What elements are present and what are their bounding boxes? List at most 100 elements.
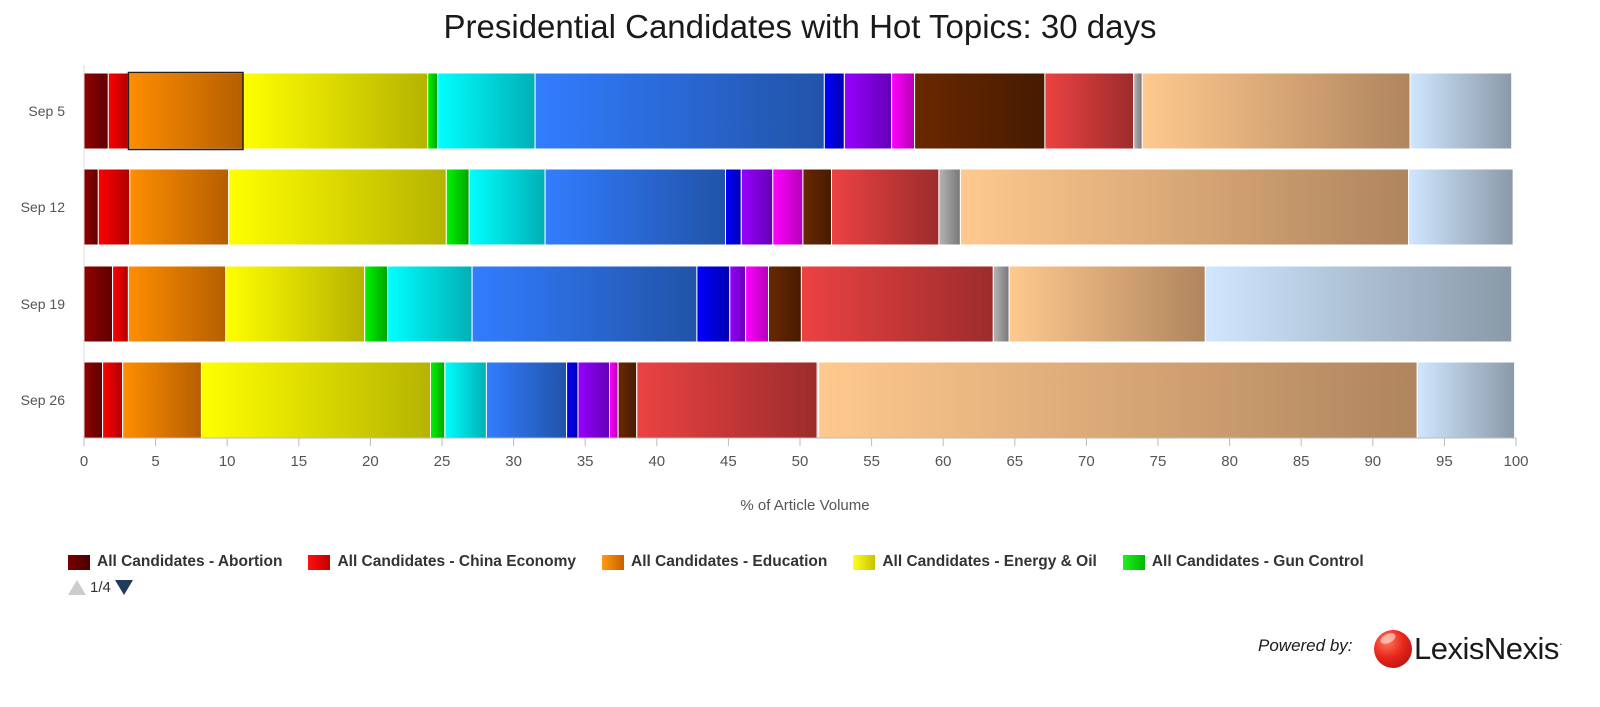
bar-segment[interactable] <box>938 168 961 246</box>
bar-segment[interactable] <box>107 72 129 150</box>
bar-segment[interactable] <box>992 265 1010 343</box>
bar-segment[interactable] <box>129 168 230 246</box>
legend-item-energy-oil[interactable]: All Candidates - Energy & Oil <box>853 553 1097 571</box>
legend-swatch <box>602 554 624 570</box>
bar-segment[interactable] <box>97 168 131 246</box>
bar-segment[interactable] <box>83 361 104 439</box>
x-tick-label: 60 <box>935 453 952 470</box>
bar-segment[interactable] <box>437 72 536 150</box>
bar-segment[interactable] <box>1044 72 1135 150</box>
x-tick-label: 0 <box>80 453 88 470</box>
bar-segment[interactable] <box>225 265 366 343</box>
bar-segment[interactable] <box>445 168 470 246</box>
category-label: Sep 12 <box>21 199 66 215</box>
bar-segment[interactable] <box>1008 265 1206 343</box>
legend-item-education[interactable]: All Candidates - Education <box>602 553 827 571</box>
legend-label: All Candidates - Gun Control <box>1151 553 1364 570</box>
bar-segment[interactable] <box>768 265 802 343</box>
bar-segment[interactable] <box>127 265 227 343</box>
bar-segment[interactable] <box>800 265 994 343</box>
bar-segment[interactable] <box>831 168 940 246</box>
bar-segment[interactable] <box>772 168 804 246</box>
bar-segment[interactable] <box>891 72 915 150</box>
legend-swatch <box>68 554 90 570</box>
legend-item-gun-control[interactable]: All Candidates - Gun Control <box>1122 553 1364 571</box>
x-tick-label: 85 <box>1293 453 1310 470</box>
brand-name: LexisNexis <box>1414 631 1559 666</box>
category-label: Sep 26 <box>21 392 66 408</box>
legend-swatch <box>853 554 876 570</box>
bar-segment[interactable] <box>696 265 731 343</box>
bar-segment[interactable] <box>427 72 439 150</box>
bar-segment[interactable] <box>534 72 825 150</box>
bar-segment[interactable] <box>1141 72 1411 150</box>
x-tick-label: 25 <box>434 453 451 470</box>
bar-segment[interactable] <box>566 361 579 439</box>
brand-logo: LexisNexis· <box>1414 631 1563 667</box>
bar-segment[interactable] <box>444 361 487 439</box>
x-axis: 0 5 10 15 20 25 30 35 40 45 50 55 60 65 70 75 80 85 90 95 10… <box>80 65 1529 470</box>
bar-segment[interactable] <box>544 168 726 246</box>
category-labels: Sep 5 Sep 12 Sep 19 Sep 26 <box>21 103 66 408</box>
legend-swatch <box>1122 554 1145 570</box>
bar-segment[interactable] <box>818 361 1418 439</box>
bar-segment[interactable] <box>242 72 429 150</box>
chart-plot: Sep 5 Sep 12 Sep 19 Sep 26 0 5 10 15 20 25 30 35 40… <box>21 65 1529 514</box>
bar-segment[interactable] <box>122 361 202 439</box>
bar-segment[interactable] <box>112 265 129 343</box>
bar-segment[interactable] <box>471 265 698 343</box>
x-tick-label: 10 <box>219 453 236 470</box>
legend-label: All Candidates - Education <box>631 553 828 570</box>
bar-segment[interactable] <box>843 72 893 150</box>
bar-segment[interactable] <box>127 72 244 150</box>
bar-segment[interactable] <box>1133 72 1143 150</box>
x-tick-label: 15 <box>290 453 307 470</box>
legend-swatch <box>308 554 331 570</box>
bar-segment[interactable] <box>577 361 610 439</box>
category-label: Sep 19 <box>21 296 66 312</box>
x-tick-label: 100 <box>1503 453 1528 470</box>
x-tick-label: 50 <box>792 453 809 470</box>
x-tick-label: 55 <box>863 453 880 470</box>
bar-segment[interactable] <box>83 265 114 343</box>
bar-segment[interactable] <box>200 361 431 439</box>
bar-segment[interactable] <box>83 72 109 150</box>
legend-item-abortion[interactable]: All Candidates - Abortion <box>68 553 282 571</box>
x-tick-label: 75 <box>1150 453 1167 470</box>
bar-segment[interactable] <box>228 168 447 246</box>
legend-page-indicator: 1/4 <box>90 579 111 596</box>
x-tick-label: 30 <box>505 453 522 470</box>
bar-segment[interactable] <box>1416 361 1516 439</box>
bar-segment[interactable] <box>430 361 446 439</box>
bar-segment[interactable] <box>609 361 619 439</box>
bar-segment[interactable] <box>1408 168 1514 246</box>
bar-segment[interactable] <box>725 168 742 246</box>
bar-segment[interactable] <box>636 361 818 439</box>
bar-segment[interactable] <box>1204 265 1513 343</box>
powered-by-label: Powered by: <box>1258 636 1353 655</box>
x-tick-label: 40 <box>648 453 665 470</box>
bar-segment[interactable] <box>740 168 774 246</box>
bar-segment[interactable] <box>102 361 124 439</box>
triangle-down-icon[interactable] <box>114 580 133 595</box>
bar-segment[interactable] <box>83 168 99 246</box>
bar-segment[interactable] <box>959 168 1410 246</box>
brand-mark: · <box>1558 636 1563 651</box>
bar-segment[interactable] <box>823 72 845 150</box>
triangle-up-icon[interactable] <box>68 580 86 595</box>
bar-segment[interactable] <box>387 265 473 343</box>
bar-segment[interactable] <box>745 265 769 343</box>
bar-segment[interactable] <box>617 361 638 439</box>
bar-segment[interactable] <box>729 265 747 343</box>
legend: All Candidates - Abortion All Candidates… <box>68 553 1364 571</box>
bar-segment[interactable] <box>364 265 389 343</box>
bar-segment[interactable] <box>468 168 546 246</box>
bar-segment[interactable] <box>485 361 568 439</box>
x-tick-label: 80 <box>1221 453 1238 470</box>
legend-item-china-economy[interactable]: All Candidates - China Economy <box>308 553 576 571</box>
bar-segment[interactable] <box>802 168 833 246</box>
bar-segment[interactable] <box>1409 72 1513 150</box>
bar-segment[interactable] <box>914 72 1046 150</box>
x-tick-label: 70 <box>1078 453 1095 470</box>
chart-title: Presidential Candidates with Hot Topics:… <box>443 8 1157 45</box>
